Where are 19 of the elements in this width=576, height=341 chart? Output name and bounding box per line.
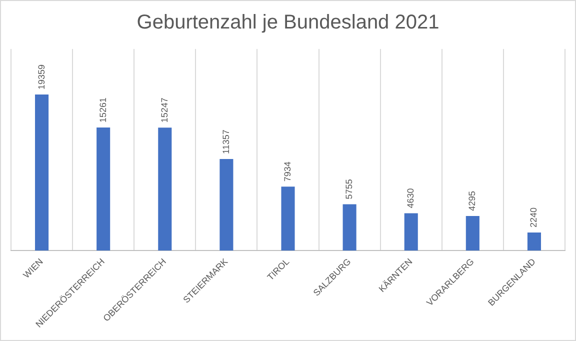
data-label: 5755	[344, 179, 354, 200]
bar	[220, 159, 234, 251]
data-label: 4630	[406, 188, 416, 208]
data-label: 15261	[98, 98, 108, 123]
data-label: 7934	[282, 162, 292, 182]
data-label: 15247	[159, 98, 170, 123]
bar	[281, 186, 295, 251]
data-label: 2240	[528, 208, 539, 228]
data-label: 11357	[220, 130, 231, 154]
bar	[158, 128, 172, 251]
bar	[35, 94, 49, 251]
bar	[404, 213, 418, 251]
data-label: 19359	[36, 64, 46, 90]
bar	[96, 128, 110, 251]
chart-title: Geburtenzahl je Bundesland 2021	[136, 12, 440, 34]
bar	[342, 204, 356, 251]
data-label: 4295	[467, 190, 478, 211]
bar	[466, 216, 480, 251]
bar	[527, 232, 541, 251]
